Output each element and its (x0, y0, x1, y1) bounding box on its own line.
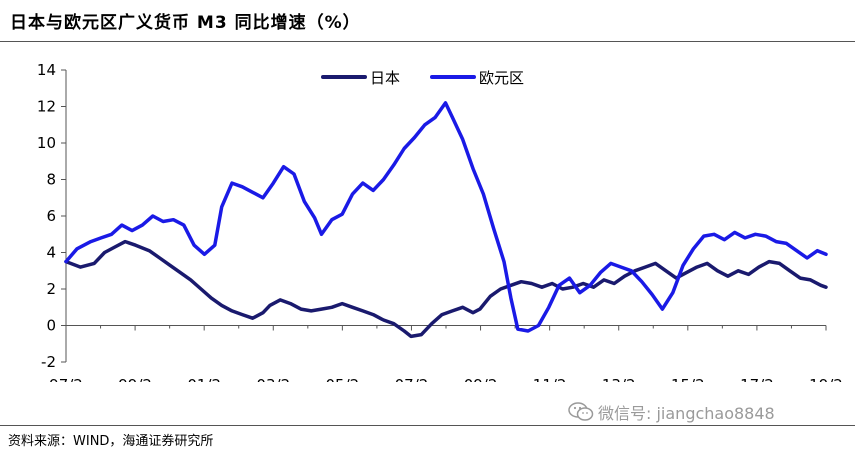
x-tick-label: 09/2 (464, 376, 498, 382)
title-divider (0, 41, 855, 42)
y-tick-label: 6 (46, 207, 56, 225)
y-tick-label: 4 (46, 244, 56, 262)
x-tick-label: 19/2 (809, 376, 843, 382)
x-tick-label: 17/2 (740, 376, 774, 382)
legend-label-1: 欧元区 (479, 69, 524, 87)
chart-axes (65, 70, 826, 362)
legend-label-0: 日本 (370, 69, 400, 87)
y-tick-label: 10 (37, 134, 56, 152)
footer-divider (0, 425, 855, 426)
watermark-text: 微信号: jiangchao8848 (598, 404, 775, 423)
y-tick-label: 2 (46, 280, 56, 298)
wechat-icon (568, 402, 594, 421)
chart-legend: 日本 欧元区 (321, 69, 524, 87)
x-tick-label: 11/2 (533, 376, 567, 382)
y-tick-label: 8 (46, 171, 56, 189)
source-note: 资料来源：WIND，海通证券研究所 (8, 434, 214, 449)
x-tick-label: 13/2 (602, 376, 636, 382)
series-line-0 (64, 239, 828, 339)
x-tick-label: 99/2 (118, 376, 152, 382)
y-tick-label: 14 (37, 61, 56, 79)
x-tick-label: 07/2 (395, 376, 429, 382)
y-tick-label: 0 (46, 317, 56, 335)
line-chart: -2 0 2 4 6 8 10 12 14 97/2 99/2 01/2 03/2 05/2 07/2 09… (37, 61, 843, 382)
chart-title: 日本与欧元区广义货币 M3 同比增速（%） (10, 13, 361, 33)
series-line-1 (64, 101, 828, 333)
y-tick-label: -2 (41, 353, 56, 371)
y-tick-label: 12 (37, 98, 56, 116)
x-tick-label: 15/2 (671, 376, 705, 382)
x-tick-label: 97/2 (49, 376, 83, 382)
x-axis-ticks: 97/2 99/2 01/2 03/2 05/2 07/2 09/2 11/2 13/2 15/2… (49, 325, 843, 382)
watermark: 微信号: jiangchao8848 (568, 400, 775, 424)
x-tick-label: 01/2 (187, 376, 221, 382)
x-tick-label: 05/2 (326, 376, 360, 382)
y-axis-ticks: -2 0 2 4 6 8 10 12 14 (37, 61, 66, 371)
x-tick-label: 03/2 (256, 376, 290, 382)
chart-series (64, 101, 828, 339)
